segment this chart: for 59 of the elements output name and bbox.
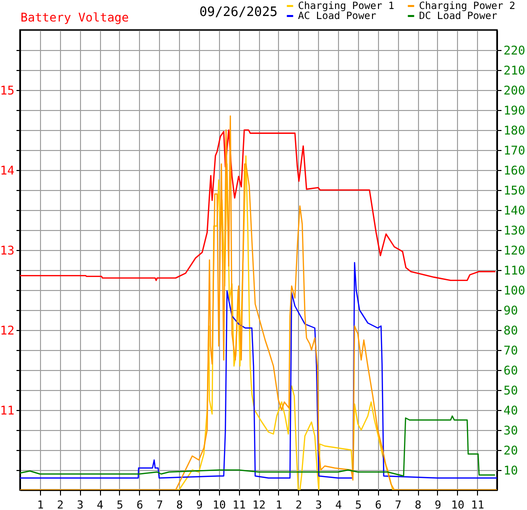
x-tick-label: 8 (414, 498, 422, 510)
line-series (20, 415, 496, 477)
y2-tick-label: 220 (504, 44, 526, 58)
y-axis-title: Battery Voltage (20, 10, 129, 24)
y2-tick-label: 200 (504, 84, 526, 98)
line-series (20, 129, 496, 282)
x-tick-label: 2 (295, 498, 302, 510)
x-tick-label: 6 (374, 498, 382, 510)
legend-label: DC Load Power (419, 11, 498, 22)
legend-label: Charging Power 2 (419, 1, 516, 12)
y2-tick-label: 70 (504, 344, 518, 358)
y2-tick-label: 140 (504, 204, 526, 218)
y-tick-label: 13 (0, 244, 14, 258)
y2-tick-label: 110 (504, 264, 526, 278)
y2-tick-label: 150 (504, 184, 526, 198)
y-tick-label: 14 (0, 164, 14, 178)
x-tick-label: 1 (37, 498, 44, 510)
x-tick-label: 9 (196, 498, 203, 510)
x-tick-label: 10 (212, 498, 226, 510)
y-tick-label: 12 (0, 324, 14, 338)
x-tick-label: 8 (176, 498, 183, 510)
x-tick-label: 7 (156, 498, 163, 510)
x-tick-label: 6 (136, 498, 144, 510)
y2-tick-label: 210 (504, 64, 526, 78)
x-tick-label: 5 (116, 498, 124, 510)
y2-tick-label: 160 (504, 164, 526, 178)
y2-tick-label: 170 (504, 144, 526, 158)
y2-tick-label: 50 (504, 384, 518, 398)
y-tick-label: 11 (0, 404, 14, 418)
x-tick-label: 1 (276, 498, 282, 510)
y2-tick-label: 100 (504, 284, 526, 298)
y2-tick-label: 60 (504, 364, 518, 378)
y2-tick-label: 90 (504, 304, 518, 318)
y2-tick-label: 130 (504, 224, 526, 238)
x-tick-label: 7 (394, 498, 402, 510)
y2-tick-label: 40 (504, 404, 518, 418)
x-tick-label: 10 (451, 498, 464, 510)
legend-label: Charging Power 1 (298, 1, 394, 12)
y2-tick-label: 10 (504, 464, 518, 478)
y2-tick-label: 80 (504, 324, 518, 338)
line-series (20, 262, 497, 479)
x-tick-label: 3 (76, 498, 84, 510)
y2-tick-label: 120 (504, 244, 526, 258)
chart-title: 09/26/2025 (199, 5, 278, 20)
x-tick-label: 4 (96, 498, 104, 510)
legend-label: AC Load Power (298, 11, 376, 22)
y2-tick-label: 20 (504, 444, 518, 458)
y2-tick-label: 190 (504, 104, 526, 118)
x-tick-label: 11 (232, 498, 246, 510)
y2-tick-label: 180 (504, 124, 526, 138)
y2-tick-label: 30 (504, 424, 518, 438)
x-tick-label: 3 (315, 498, 322, 510)
x-tick-label: 12 (252, 498, 266, 510)
x-tick-label: 11 (471, 498, 484, 510)
x-tick-label: 5 (355, 498, 362, 510)
x-tick-label: 2 (56, 498, 64, 510)
y-tick-label: 15 (0, 84, 14, 98)
x-tick-label: 9 (434, 498, 442, 510)
x-tick-label: 4 (335, 498, 342, 510)
